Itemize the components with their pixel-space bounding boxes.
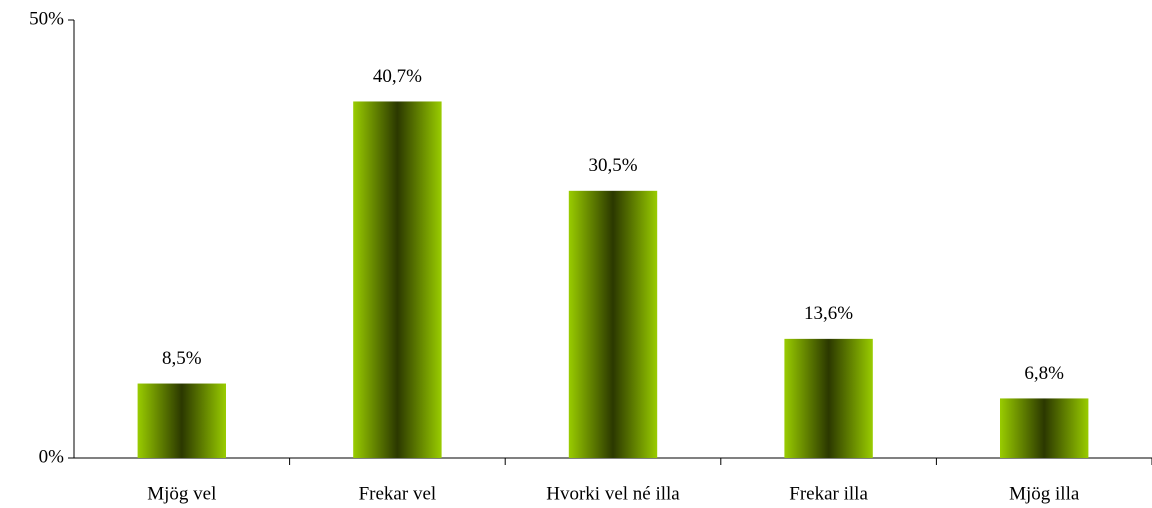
value-label: 13,6% (804, 303, 853, 324)
value-label: 6,8% (1024, 363, 1064, 384)
bar (568, 190, 658, 458)
value-label: 40,7% (373, 66, 422, 87)
value-label: 30,5% (588, 155, 637, 176)
x-tick-label: Mjög vel (147, 483, 216, 504)
x-tick-label: Frekar illa (789, 483, 868, 504)
x-tick-label: Hvorki vel né illa (546, 483, 680, 504)
x-tick-label: Mjög illa (1009, 483, 1080, 504)
value-label: 8,5% (162, 348, 202, 369)
y-tick-label: 0% (39, 446, 65, 467)
x-tick-label: Frekar vel (359, 483, 437, 504)
bar (137, 383, 226, 458)
y-tick-label: 50% (29, 8, 64, 29)
bar (1000, 398, 1089, 458)
bar (353, 101, 442, 458)
bar (784, 338, 873, 458)
